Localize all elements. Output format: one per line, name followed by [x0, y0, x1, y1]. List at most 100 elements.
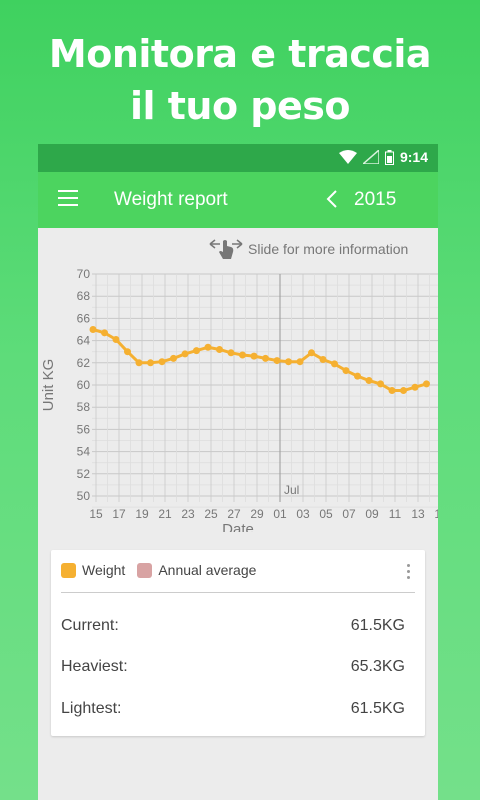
more-options-button[interactable]: [407, 564, 411, 582]
weight-swatch: [61, 562, 76, 578]
weight-data-point: [227, 349, 235, 357]
menu-icon-bar: [58, 197, 78, 199]
weight-data-point: [377, 380, 384, 388]
weight-data-point: [400, 387, 407, 395]
weight-data-point: [89, 326, 97, 333]
weight-data-point: [365, 377, 373, 385]
x-tick-label: 05: [319, 507, 333, 521]
x-tick-label: 15: [434, 507, 438, 521]
stat-row-lightest: Lightest: 61.5KG: [61, 700, 405, 718]
stat-label: Heaviest:: [61, 658, 128, 675]
weight-data-point: [285, 358, 292, 366]
y-tick-label: 54: [77, 445, 91, 459]
x-tick-label: 17: [112, 507, 126, 521]
stats-card: Weight Annual average Current: 61.5KG He…: [51, 550, 425, 736]
x-tick-label: 03: [296, 507, 310, 521]
status-time: 9:14: [399, 149, 428, 165]
weight-data-point: [296, 358, 304, 366]
headline-line-1: Monitora e traccia: [48, 32, 432, 76]
x-axis-label: Date: [222, 521, 254, 532]
weight-data-point: [273, 357, 281, 365]
slide-hint-text: Slide for more information: [248, 241, 409, 257]
x-tick-label: 23: [181, 507, 195, 521]
app-bar: Weight report 2015: [38, 172, 438, 228]
page-title: Weight report: [114, 189, 228, 210]
more-dot: [407, 570, 410, 573]
weight-data-point: [204, 343, 212, 351]
x-tick-label: 21: [158, 507, 172, 521]
month-marker-label: Jul: [284, 483, 299, 497]
stat-row-current: Current: 61.5KG: [61, 617, 405, 635]
weight-data-point: [147, 359, 154, 367]
y-tick-label: 68: [77, 289, 91, 303]
y-tick-label: 56: [77, 422, 91, 436]
weight-data-point: [262, 354, 269, 362]
y-tick-label: 52: [77, 467, 91, 481]
x-tick-label: 13: [411, 507, 425, 521]
y-tick-label: 60: [77, 378, 91, 392]
y-tick-label: 64: [77, 334, 91, 348]
x-tick-label: 01: [273, 507, 287, 521]
x-tick-label: 19: [135, 507, 149, 521]
x-tick-label: 11: [389, 507, 402, 521]
weight-data-point: [170, 354, 177, 362]
weight-data-point: [354, 372, 361, 380]
weight-data-point: [411, 383, 419, 391]
weight-data-point: [101, 329, 108, 337]
legend-weight-label: Weight: [82, 562, 126, 578]
legend-divider: [61, 592, 415, 593]
weight-series-line: [92, 328, 427, 393]
weight-data-point: [181, 350, 189, 358]
phone-screen: 9:14 Weight report 2015 Slide for more i…: [38, 144, 438, 800]
weight-data-point: [216, 345, 223, 353]
stat-row-heaviest: Heaviest: 65.3KG: [61, 658, 405, 676]
legend-annual-label: Annual average: [158, 562, 257, 578]
chart-legend: Weight Annual average: [61, 562, 268, 578]
legend-annual-average[interactable]: Annual average: [137, 562, 256, 578]
menu-icon-bar: [58, 204, 78, 206]
weight-data-point: [250, 352, 258, 360]
status-bar: 9:14: [38, 144, 438, 172]
weight-data-point: [135, 359, 143, 367]
weight-data-point: [331, 360, 338, 368]
weight-data-point: [239, 351, 246, 359]
x-tick-label: 27: [227, 507, 241, 521]
battery-icon: [384, 149, 394, 165]
promo-headline: Monitora e traccia il tuo peso: [0, 28, 480, 132]
weight-data-point: [308, 349, 315, 357]
weight-data-point: [423, 380, 430, 388]
x-tick-label: 09: [365, 507, 379, 521]
weight-data-point: [193, 347, 200, 355]
stat-value: 61.5KG: [350, 617, 405, 634]
slide-hint: Slide for more information: [208, 238, 408, 260]
annual-average-swatch: [137, 562, 153, 578]
weight-chart[interactable]: 50 52 54 56 58 60 62 64 66 68 70 15 17 19 21 23 25 27 29 01…: [38, 262, 438, 532]
stat-label: Lightest:: [61, 700, 122, 717]
swipe-hand-icon: [209, 239, 243, 259]
x-tick-label: 25: [204, 507, 218, 521]
signal-icon: [362, 150, 379, 164]
x-tick-label: 07: [342, 507, 356, 521]
headline-line-2: il tuo peso: [129, 84, 351, 128]
x-tick-label: 29: [250, 507, 264, 521]
weight-data-point: [342, 367, 350, 375]
y-tick-label: 58: [77, 400, 91, 414]
y-tick-label: 70: [77, 267, 91, 281]
stat-value: 61.5KG: [350, 700, 405, 717]
stat-value: 65.3KG: [350, 658, 405, 675]
weight-data-point: [112, 335, 120, 343]
y-axis-label: Unit KG: [40, 359, 57, 412]
weight-data-point: [158, 358, 166, 366]
stat-label: Current:: [61, 617, 119, 634]
x-tick-label: 15: [89, 507, 103, 521]
year-label: 2015: [354, 189, 397, 210]
previous-year-button[interactable]: [325, 188, 339, 210]
more-dot: [407, 576, 410, 579]
weight-data-point: [319, 355, 327, 363]
y-tick-label: 66: [77, 311, 91, 325]
menu-button[interactable]: [58, 190, 78, 206]
weight-data-point: [388, 387, 396, 395]
wifi-icon: [338, 150, 357, 164]
weight-data-point: [124, 348, 131, 356]
legend-weight[interactable]: Weight: [61, 562, 125, 578]
